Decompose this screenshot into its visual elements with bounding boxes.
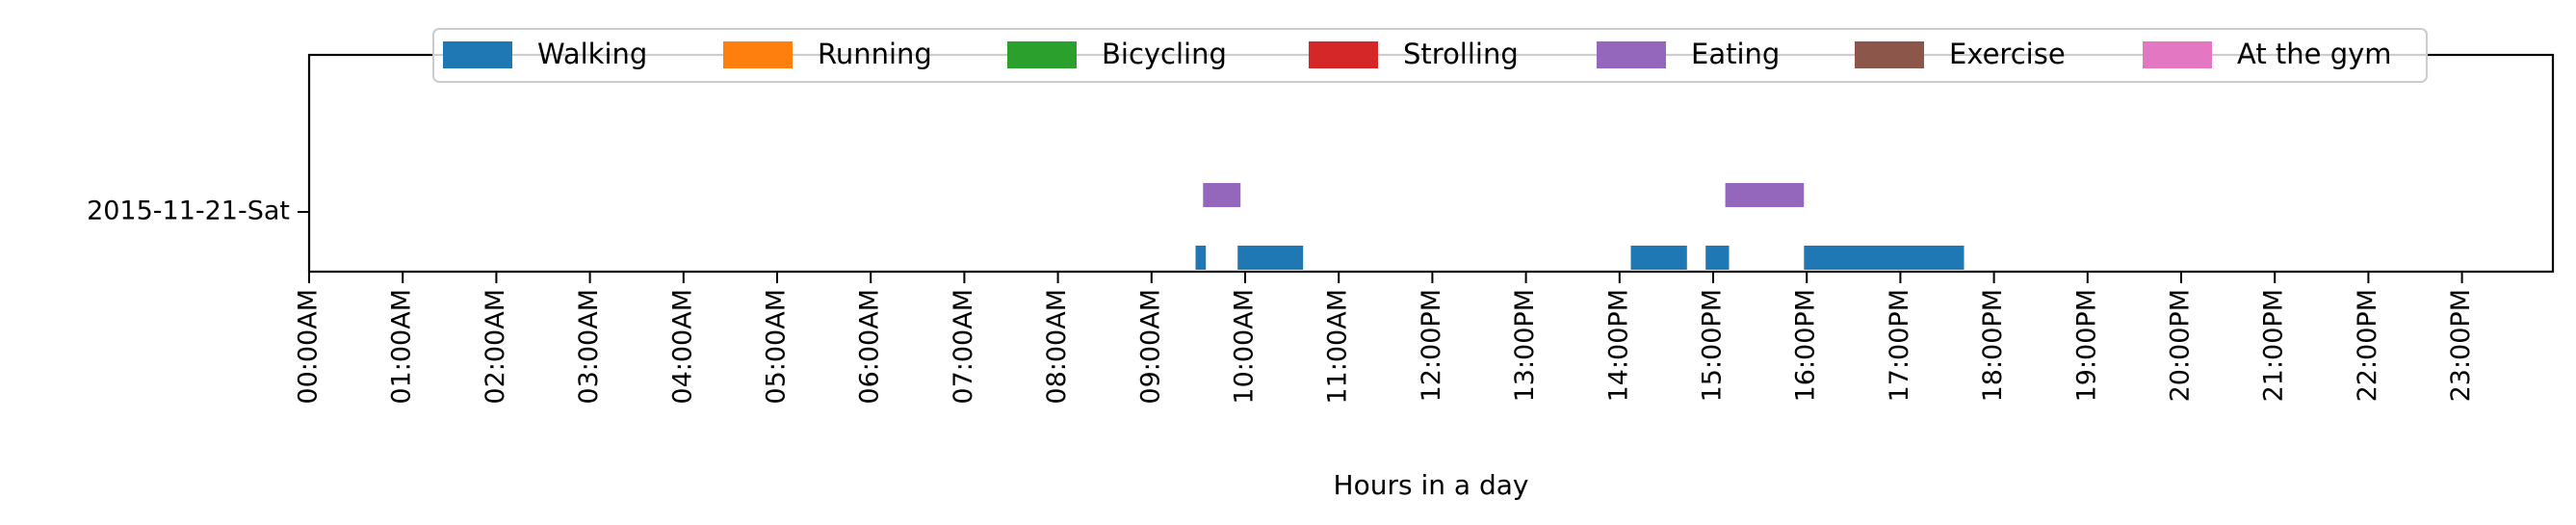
bar-walking-4 xyxy=(1804,246,1965,270)
x-tick-label-0: 00:00AM xyxy=(294,289,324,405)
legend-swatch-5 xyxy=(1855,41,1924,68)
x-tick-label-10: 10:00AM xyxy=(1230,289,1260,405)
legend-swatch-4 xyxy=(1597,41,1666,68)
legend-label-4: Eating xyxy=(1691,38,1780,70)
bar-eating-1 xyxy=(1725,183,1805,207)
legend-swatch-6 xyxy=(2143,41,2212,68)
x-axis-title: Hours in a day xyxy=(1334,469,1529,501)
legend: Walking Running Bicycling Strolling Eating Ex… xyxy=(432,28,2428,83)
bar-eating-0 xyxy=(1203,183,1241,207)
bar-walking-1 xyxy=(1237,246,1304,270)
legend-label-5: Exercise xyxy=(1949,38,2066,70)
bar-walking-3 xyxy=(1705,246,1730,270)
legend-frame xyxy=(432,28,2428,83)
x-tick-label-8: 08:00AM xyxy=(1042,289,1072,405)
x-tick-label-14: 14:00PM xyxy=(1603,289,1633,402)
x-tick-label-1: 01:00AM xyxy=(387,289,417,405)
x-tick-label-12: 12:00PM xyxy=(1417,289,1446,402)
legend-swatch-0 xyxy=(443,41,512,68)
y-axis: 2015-11-21-Sat xyxy=(87,197,309,226)
x-tick-label-3: 03:00AM xyxy=(574,289,604,405)
x-tick-label-6: 06:00AM xyxy=(855,289,885,405)
y-tick-label-0: 2015-11-21-Sat xyxy=(87,197,290,226)
x-tick-label-15: 15:00PM xyxy=(1698,289,1728,402)
x-tick-label-17: 17:00PM xyxy=(1885,289,1914,402)
x-tick-label-4: 04:00AM xyxy=(667,289,697,405)
x-tick-label-23: 23:00PM xyxy=(2446,289,2476,402)
x-tick-label-5: 05:00AM xyxy=(762,289,792,405)
bars-layer xyxy=(1195,183,1965,270)
legend-swatch-2 xyxy=(1007,41,1077,68)
legend-swatch-3 xyxy=(1309,41,1378,68)
x-tick-label-11: 11:00AM xyxy=(1323,289,1353,405)
legend-label-1: Running xyxy=(818,38,932,70)
x-tick-label-18: 18:00PM xyxy=(1978,289,2008,402)
x-tick-label-16: 16:00PM xyxy=(1791,289,1821,402)
x-tick-label-2: 02:00AM xyxy=(481,289,510,405)
legend-label-3: Strolling xyxy=(1403,38,1519,70)
x-axis: 00:00AM 01:00AM 02:00AM 03:00AM 04:00AM 05:00… xyxy=(294,272,2476,405)
x-tick-label-21: 21:00PM xyxy=(2259,289,2289,402)
bar-walking-0 xyxy=(1195,246,1207,270)
legend-label-0: Walking xyxy=(537,38,647,70)
legend-label-6: At the gym xyxy=(2237,38,2392,70)
legend-swatch-1 xyxy=(723,41,793,68)
x-tick-label-19: 19:00PM xyxy=(2071,289,2101,402)
bar-walking-2 xyxy=(1630,246,1687,270)
x-tick-label-9: 09:00AM xyxy=(1135,289,1165,405)
x-tick-label-20: 20:00PM xyxy=(2166,289,2196,402)
legend-label-2: Bicycling xyxy=(1102,38,1227,70)
x-tick-label-22: 22:00PM xyxy=(2353,289,2382,402)
x-tick-label-13: 13:00PM xyxy=(1510,289,1540,402)
x-tick-label-7: 07:00AM xyxy=(949,289,978,405)
